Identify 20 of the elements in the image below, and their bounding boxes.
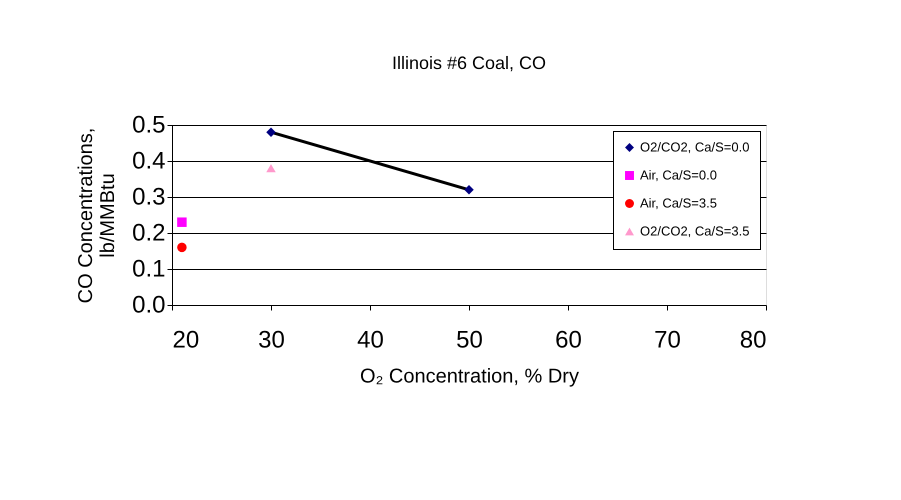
y-tick-label: 0.2 <box>132 220 166 246</box>
x-tick-label: 30 <box>258 326 285 354</box>
x-tick-label: 40 <box>357 326 384 354</box>
chart-title: Illinois #6 Coal, CO <box>392 53 546 73</box>
y-tick-label: 0.3 <box>132 184 166 210</box>
y-axis-title: CO Concentrations, lb/MMBtu <box>75 128 120 304</box>
x-tick-label: 60 <box>555 326 582 354</box>
x-tick-label: 80 <box>740 326 766 354</box>
x-tick-label: 70 <box>654 326 681 354</box>
x-tick-label: 50 <box>456 326 483 354</box>
y-tick-label: 0.0 <box>132 292 166 318</box>
y-tick-label: 0.5 <box>132 112 166 138</box>
legend-label: O2/CO2, Ca/S=0.0 <box>640 140 750 154</box>
y-tick-label: 0.1 <box>132 256 166 282</box>
y-tick-label: 0.4 <box>132 148 166 174</box>
legend-label: O2/CO2, Ca/S=3.5 <box>640 224 750 238</box>
x-tick-label: 20 <box>172 326 200 354</box>
x-axis-title: O₂ Concentration, % Dry <box>360 366 579 388</box>
legend-label: Air, Ca/S=3.5 <box>640 196 717 210</box>
legend-label: Air, Ca/S=0.0 <box>640 168 717 182</box>
